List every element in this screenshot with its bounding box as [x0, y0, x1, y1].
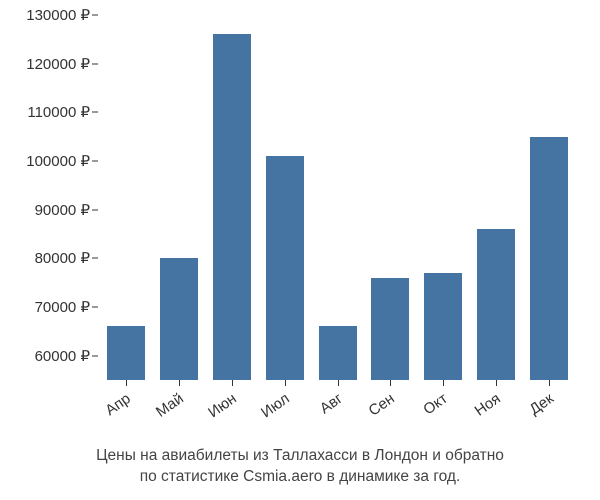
- y-tick-mark: [92, 209, 98, 210]
- y-tick-label: 80000 ₽: [35, 249, 90, 267]
- bar: [213, 34, 251, 380]
- x-tick-mark: [390, 380, 391, 386]
- x-tick-label: Июл: [258, 390, 293, 421]
- x-tick-mark: [179, 380, 180, 386]
- x-tick-mark: [126, 380, 127, 386]
- bar: [160, 258, 198, 380]
- y-tick-label: 70000 ₽: [35, 298, 90, 316]
- bar: [107, 326, 145, 380]
- bar: [371, 278, 409, 380]
- y-tick-label: 130000 ₽: [26, 6, 90, 24]
- caption-line-1: Цены на авиабилеты из Таллахасси в Лондо…: [0, 445, 600, 467]
- y-tick-label: 60000 ₽: [35, 347, 90, 365]
- x-tick-mark: [549, 380, 550, 386]
- caption-line-2: по статистике Csmia.aero в динамике за г…: [0, 466, 600, 488]
- plot-area: [100, 15, 575, 380]
- x-tick-label: Авг: [316, 390, 345, 417]
- y-tick-label: 90000 ₽: [35, 201, 90, 219]
- x-tick-mark: [232, 380, 233, 386]
- x-tick-label: Сен: [366, 390, 398, 420]
- y-tick-mark: [92, 15, 98, 16]
- x-tick-mark: [338, 380, 339, 386]
- x-axis: Апр Май Июн Июл Авг Сен Окт Ноя Дек: [100, 380, 575, 440]
- x-tick-mark: [285, 380, 286, 386]
- x-tick-label: Май: [153, 390, 187, 421]
- y-tick-label: 100000 ₽: [26, 152, 90, 170]
- y-tick-mark: [92, 307, 98, 308]
- x-tick-mark: [443, 380, 444, 386]
- bar: [477, 229, 515, 380]
- y-tick-mark: [92, 258, 98, 259]
- bar: [424, 273, 462, 380]
- price-chart: 60000 ₽ 70000 ₽ 80000 ₽ 90000 ₽ 100000 ₽ 1100…: [0, 0, 600, 500]
- y-tick-label: 110000 ₽: [27, 103, 90, 121]
- x-tick-label: Окт: [420, 390, 450, 418]
- x-tick-label: Апр: [103, 390, 134, 419]
- bar: [319, 326, 357, 380]
- y-axis: 60000 ₽ 70000 ₽ 80000 ₽ 90000 ₽ 100000 ₽ 1100…: [0, 15, 100, 380]
- bar: [530, 137, 568, 380]
- bars-group: [100, 15, 575, 380]
- y-tick-mark: [92, 355, 98, 356]
- y-tick-mark: [92, 161, 98, 162]
- x-tick-label: Дек: [526, 390, 556, 418]
- x-tick-label: Июн: [205, 390, 240, 421]
- y-tick-mark: [92, 63, 98, 64]
- y-tick-label: 120000 ₽: [26, 55, 90, 73]
- bar: [266, 156, 304, 380]
- x-tick-mark: [496, 380, 497, 386]
- y-tick-mark: [92, 112, 98, 113]
- chart-caption: Цены на авиабилеты из Таллахасси в Лондо…: [0, 445, 600, 488]
- x-tick-label: Ноя: [471, 390, 503, 420]
